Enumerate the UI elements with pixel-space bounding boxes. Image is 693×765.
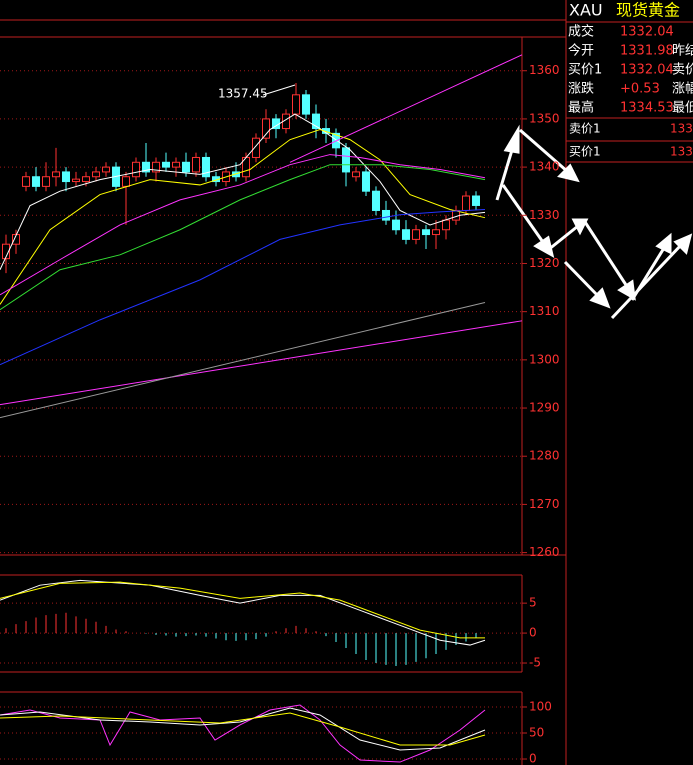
- quote-label: 涨跌: [568, 81, 594, 97]
- y-tick-label: 1320: [529, 256, 560, 270]
- quote-label: 最高: [568, 100, 594, 116]
- y-tick-label: 1330: [529, 208, 560, 222]
- candle-body: [412, 229, 420, 240]
- candle-body: [192, 156, 200, 173]
- candle-body: [362, 171, 370, 192]
- candle-body: [422, 229, 430, 236]
- indicator-line: [0, 712, 486, 746]
- quote-value: 1332.04: [620, 63, 674, 78]
- candle-body: [202, 156, 210, 178]
- indicator-line: [0, 579, 486, 646]
- candle-body: [402, 229, 410, 240]
- y-tick-label: 1280: [529, 449, 560, 463]
- candle-body: [432, 229, 440, 236]
- y-tick-label: 1270: [529, 497, 560, 511]
- candle-body: [182, 161, 190, 173]
- quote-label: 成交: [568, 24, 594, 40]
- candle-body: [352, 171, 360, 178]
- candle-body: [382, 209, 390, 221]
- y-tick-label: -5: [529, 656, 541, 670]
- candle-body: [392, 219, 400, 231]
- quote-label: 卖价: [672, 63, 693, 78]
- candle-body: [262, 118, 270, 139]
- quote-value: +0.53: [620, 82, 660, 97]
- order-value: 1332: [670, 122, 693, 136]
- quote-value: 1332.04: [620, 25, 674, 40]
- indicator-line: [0, 164, 486, 311]
- candle-body: [52, 171, 60, 178]
- quote-label: 买价1: [568, 63, 602, 78]
- y-tick-label: 1360: [529, 63, 560, 77]
- quote-value: 1331.98: [620, 44, 674, 59]
- candle-body: [172, 161, 180, 168]
- candle-body: [152, 161, 160, 173]
- indicator-line: [0, 707, 486, 751]
- indicator-line: [0, 154, 486, 296]
- y-tick-label: 1300: [529, 352, 560, 366]
- candle-body: [472, 195, 480, 206]
- indicator-line: [0, 704, 486, 763]
- quote-label: 昨结: [672, 44, 693, 59]
- candle-body: [372, 190, 380, 211]
- y-tick-label: 50: [529, 726, 544, 740]
- y-tick-label: 1340: [529, 160, 560, 174]
- quote-label: 涨幅: [672, 82, 693, 97]
- quote-label: 今开: [568, 43, 594, 59]
- candle-body: [32, 176, 40, 187]
- candle-body: [62, 171, 70, 183]
- y-tick-label: 100: [529, 699, 552, 713]
- candle-body: [132, 161, 140, 178]
- candle-body: [442, 219, 450, 231]
- candle-body: [162, 161, 170, 168]
- indicator-line: [0, 581, 485, 639]
- order-label: 买价1: [569, 145, 601, 159]
- indicator-line: [289, 54, 523, 163]
- order-value: 1332: [670, 145, 693, 159]
- quote-label: 最低: [672, 101, 693, 116]
- indicator-line: [0, 113, 486, 270]
- indicator-line: [0, 302, 486, 419]
- order-label: 卖价1: [569, 122, 601, 136]
- indicator-line: [0, 209, 486, 366]
- candle-body: [82, 176, 90, 183]
- candle-body: [312, 113, 320, 130]
- drawn-arrows: [495, 124, 693, 320]
- instrument-name: 现货黄金: [616, 1, 680, 20]
- candle-body: [72, 178, 80, 183]
- candle-body: [252, 137, 260, 158]
- y-tick-label: 5: [529, 596, 537, 610]
- candle-body: [22, 176, 30, 187]
- annotation-leader: [262, 84, 296, 96]
- candle-body: [292, 94, 300, 115]
- indicator-line: [0, 320, 523, 406]
- y-tick-label: 1310: [529, 304, 560, 318]
- annotation: 1357.45: [218, 87, 268, 101]
- y-tick-label: 1350: [529, 111, 560, 125]
- y-tick-label: 0: [529, 626, 537, 640]
- candle-body: [342, 147, 350, 173]
- y-tick-label: 1260: [529, 545, 560, 559]
- candle-body: [42, 176, 50, 187]
- candle-body: [142, 161, 150, 173]
- candle-body: [302, 94, 310, 115]
- candle-body: [92, 171, 100, 178]
- candle-body: [462, 195, 470, 211]
- symbol: XAU: [569, 1, 603, 20]
- indicator-line: [0, 128, 486, 305]
- candle-body: [122, 176, 130, 187]
- y-tick-label: 0: [529, 752, 537, 765]
- y-tick-label: 1290: [529, 401, 560, 415]
- quote-value: 1334.53: [620, 101, 674, 116]
- candle-body: [2, 243, 10, 260]
- candle-body: [102, 166, 110, 173]
